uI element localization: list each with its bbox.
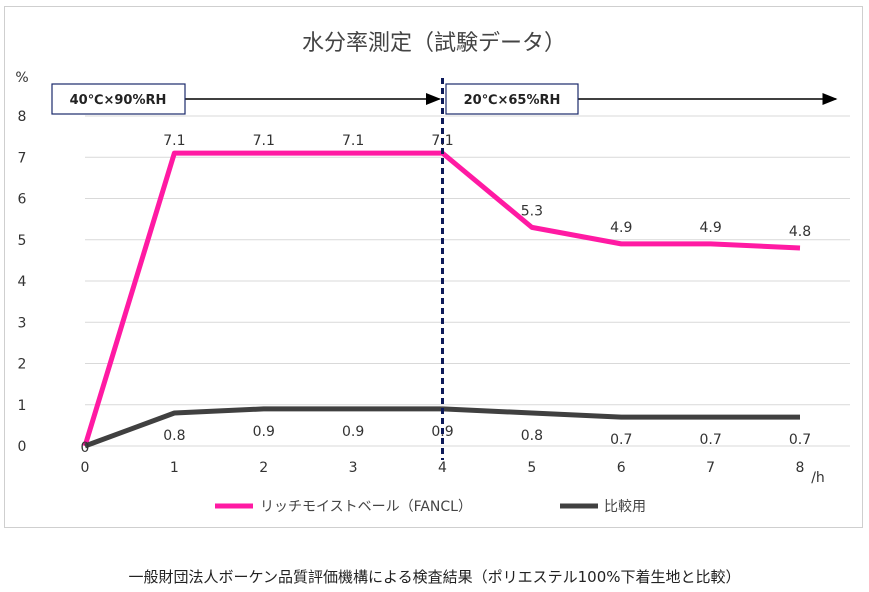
x-tick-label: 1 bbox=[170, 460, 179, 476]
y-tick-label: 4 bbox=[18, 274, 27, 290]
data-label: 0.7 bbox=[699, 432, 721, 448]
legend-label: リッチモイストベール（FANCL） bbox=[260, 499, 472, 515]
data-label: 0.8 bbox=[521, 428, 543, 444]
data-label: 0.9 bbox=[431, 424, 453, 440]
data-label: 7.1 bbox=[342, 133, 364, 149]
x-tick-label: 4 bbox=[438, 460, 447, 476]
x-tick-label: 0 bbox=[81, 460, 90, 476]
y-tick-label: 0 bbox=[18, 439, 27, 455]
data-label: 4.8 bbox=[789, 224, 811, 240]
y-tick-label: 2 bbox=[18, 357, 27, 373]
chart-title: 水分率測定（試験データ） bbox=[302, 31, 566, 56]
data-label: 0.8 bbox=[163, 428, 185, 444]
x-tick-label: 3 bbox=[349, 460, 358, 476]
data-label: 7.1 bbox=[253, 133, 275, 149]
phase1-label: 40℃×90%RH bbox=[70, 93, 167, 108]
data-label: 4.9 bbox=[699, 220, 721, 236]
x-tick-label: 6 bbox=[617, 460, 626, 476]
data-label: 0 bbox=[81, 440, 90, 456]
phase2-label: 20℃×65%RH bbox=[464, 93, 561, 108]
x-tick-label: 2 bbox=[259, 460, 268, 476]
data-label: 7.1 bbox=[431, 133, 453, 149]
y-tick-label: 1 bbox=[18, 398, 27, 414]
x-axis-unit-label: /h bbox=[811, 470, 825, 486]
x-tick-label: 8 bbox=[796, 460, 805, 476]
y-tick-label: 7 bbox=[18, 150, 27, 166]
y-tick-label: 6 bbox=[18, 192, 27, 208]
data-label: 0.9 bbox=[253, 424, 275, 440]
data-label: 0.9 bbox=[342, 424, 364, 440]
y-tick-label: 8 bbox=[18, 109, 27, 125]
chart-frame bbox=[4, 6, 863, 528]
x-tick-label: 5 bbox=[527, 460, 536, 476]
phase2-box bbox=[445, 83, 579, 115]
data-label: 0.7 bbox=[789, 432, 811, 448]
legend-label: 比較用 bbox=[604, 499, 646, 515]
phase1-box bbox=[51, 83, 186, 115]
data-label: 5.3 bbox=[521, 203, 543, 219]
source-caption: 一般財団法人ボーケン品質評価機構による検査結果（ポリエステル100%下着生地と比… bbox=[128, 568, 741, 586]
y-axis-unit-label: % bbox=[15, 70, 28, 86]
y-tick-label: 3 bbox=[18, 315, 27, 331]
y-tick-label: 5 bbox=[18, 233, 27, 249]
data-label: 4.9 bbox=[610, 220, 632, 236]
data-label: 0.7 bbox=[610, 432, 632, 448]
x-tick-label: 7 bbox=[706, 460, 715, 476]
data-label: 7.1 bbox=[163, 133, 185, 149]
